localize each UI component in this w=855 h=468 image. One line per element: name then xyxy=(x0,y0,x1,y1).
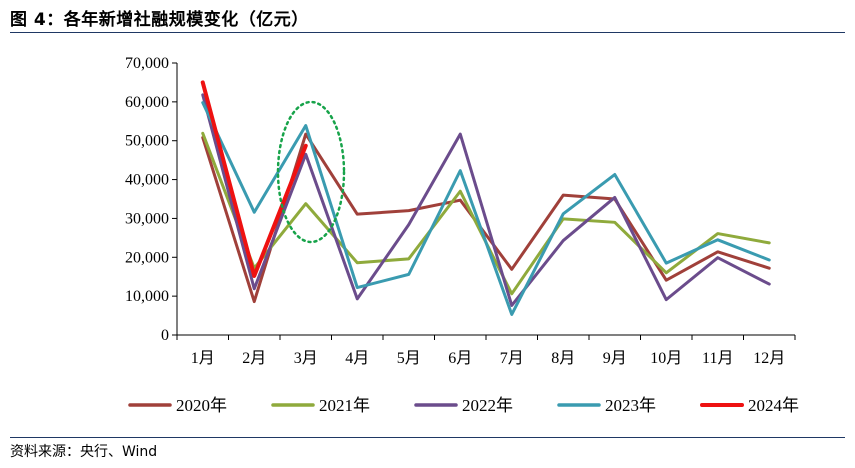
y-tick-label: 70,000 xyxy=(125,55,169,72)
y-axis-ticks: 0 10,000 20,000 30,000 40,000 50,000 60,000 70,… xyxy=(125,55,177,344)
x-tick-label: 10月 xyxy=(650,350,682,367)
line-chart: 0 10,000 20,000 30,000 40,000 50,000 60,000 70,… xyxy=(125,55,799,415)
series-line-2023年 xyxy=(201,101,771,316)
legend-label: 2021年 xyxy=(319,396,370,415)
x-tick-label: 6月 xyxy=(448,350,472,367)
legend-label: 2022年 xyxy=(462,396,513,415)
x-tick-label: 8月 xyxy=(551,350,575,367)
y-tick-label: 20,000 xyxy=(125,249,169,266)
y-tick-label: 60,000 xyxy=(125,94,169,111)
source-note: 资料来源：央行、Wind xyxy=(10,444,158,460)
x-tick-label: 9月 xyxy=(603,350,627,367)
series-line-2024年 xyxy=(200,80,308,278)
title-rule xyxy=(10,32,845,33)
x-tick-label: 2月 xyxy=(242,350,266,367)
chart-legend: 2020年 2021年 2022年 2023年 2024年 xyxy=(128,396,799,415)
x-tick-label: 12月 xyxy=(753,350,785,367)
y-tick-label: 30,000 xyxy=(125,210,169,227)
y-tick-label: 40,000 xyxy=(125,172,169,189)
x-axis-ticks: 1月 2月 3月 4月 5月 6月 7月 8月 9月 10月 11月 12月 xyxy=(176,335,796,367)
march-highlight-ellipse xyxy=(276,100,346,244)
y-tick-label: 50,000 xyxy=(125,133,169,150)
legend-label: 2023年 xyxy=(605,396,656,415)
source-rule xyxy=(10,437,845,438)
x-tick-label: 3月 xyxy=(294,350,318,367)
figure-title: 图 4：各年新增社融规模变化（亿元） xyxy=(10,10,309,30)
series-line-2022年 xyxy=(201,93,771,307)
chart-axes xyxy=(176,63,795,336)
x-tick-label: 7月 xyxy=(500,350,524,367)
legend-label: 2024年 xyxy=(748,396,799,415)
x-tick-label: 4月 xyxy=(345,350,369,367)
series-line-2020年 xyxy=(201,132,771,304)
legend-label: 2020年 xyxy=(176,396,227,415)
x-tick-label: 5月 xyxy=(397,350,421,367)
series-lines xyxy=(200,80,771,316)
y-tick-label: 10,000 xyxy=(125,288,169,305)
y-tick-label: 0 xyxy=(161,327,169,344)
x-tick-label: 11月 xyxy=(702,350,733,367)
x-tick-label: 1月 xyxy=(191,350,215,367)
